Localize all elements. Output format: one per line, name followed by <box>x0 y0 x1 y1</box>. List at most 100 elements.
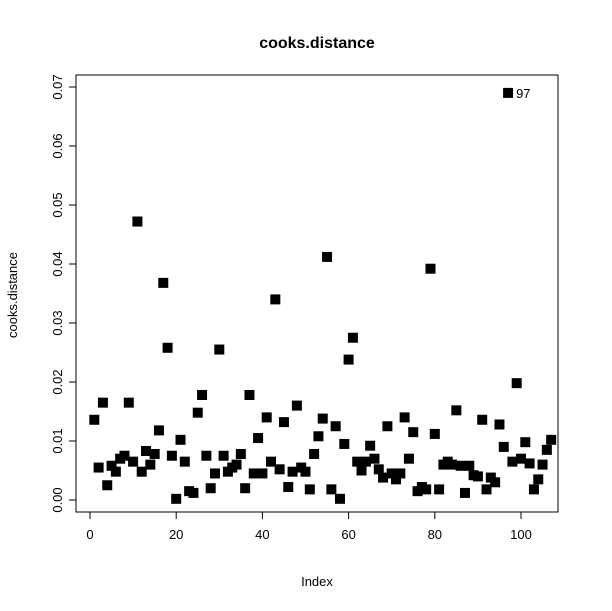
x-tick-label: 60 <box>341 527 355 542</box>
y-tick-label: 0.01 <box>50 428 65 453</box>
data-point <box>356 465 367 476</box>
data-point <box>399 412 410 423</box>
x-tick-label: 0 <box>86 527 93 542</box>
data-point <box>153 425 164 436</box>
data-point <box>179 456 190 467</box>
data-point <box>266 456 277 467</box>
data-point <box>166 450 177 461</box>
data-point <box>421 484 432 495</box>
data-point <box>97 397 108 408</box>
data-point <box>123 397 134 408</box>
data-point <box>149 448 160 459</box>
data-point <box>102 480 113 491</box>
data-point <box>382 421 393 432</box>
data-point <box>507 456 518 467</box>
data-point <box>373 464 384 475</box>
data-point <box>257 468 268 479</box>
data-point <box>447 459 458 470</box>
data-point <box>434 484 445 495</box>
data-point <box>270 294 281 305</box>
data-point <box>274 464 285 475</box>
data-point <box>326 484 337 495</box>
data-point <box>477 414 488 425</box>
data-point <box>162 342 173 353</box>
data-point <box>455 460 466 471</box>
chart-title: cooks.distance <box>259 35 375 52</box>
data-point <box>343 354 354 365</box>
data-point <box>304 484 315 495</box>
data-point <box>171 493 182 504</box>
data-point <box>145 459 156 470</box>
data-point <box>240 483 251 494</box>
y-tick-label: 0.02 <box>50 369 65 394</box>
data-point <box>188 487 199 498</box>
x-tick-label: 80 <box>428 527 442 542</box>
data-point <box>516 453 526 464</box>
data-point <box>391 474 402 485</box>
data-point <box>378 472 389 483</box>
y-axis: 0.00 0.01 0.02 0.03 0.04 0.05 0.06 0.07 <box>50 74 77 513</box>
data-point <box>244 389 255 400</box>
y-tick-label: 0.06 <box>50 133 65 158</box>
data-point <box>110 466 121 477</box>
data-point <box>537 459 548 470</box>
data-point <box>330 421 341 432</box>
data-point <box>205 483 216 494</box>
data-point <box>524 458 535 469</box>
y-tick-label: 0.00 <box>50 487 65 512</box>
data-point <box>248 468 259 479</box>
data-point <box>408 427 419 438</box>
data-point <box>541 444 552 455</box>
data-point <box>490 477 501 488</box>
data-point <box>334 493 345 504</box>
data-point <box>132 216 143 227</box>
data-point <box>352 456 363 467</box>
data-point <box>287 466 298 477</box>
x-tick-label: 100 <box>510 527 532 542</box>
x-tick-label: 20 <box>169 527 183 542</box>
data-point <box>360 456 371 467</box>
y-tick-label: 0.05 <box>50 192 65 217</box>
x-axis: 0 20 40 60 80 100 <box>86 511 532 542</box>
data-point <box>472 471 483 482</box>
data-point <box>253 433 264 444</box>
point-annotation: 97 <box>516 86 530 101</box>
data-point <box>235 448 246 459</box>
data-point <box>503 87 514 98</box>
data-point <box>141 446 152 457</box>
data-point <box>464 460 475 471</box>
data-point <box>283 482 294 493</box>
data-point <box>395 468 406 479</box>
data-point <box>451 405 462 416</box>
data-point <box>300 466 311 477</box>
data-point <box>369 453 380 464</box>
data-point <box>175 434 186 445</box>
data-point <box>201 450 212 461</box>
data-point <box>231 459 242 470</box>
x-axis-label: Index <box>301 574 333 589</box>
annotations: 97 <box>516 86 530 101</box>
data-point <box>494 419 505 430</box>
y-tick-label: 0.03 <box>50 310 65 335</box>
data-point <box>317 413 328 424</box>
data-point <box>197 389 208 400</box>
data-point <box>481 484 492 495</box>
y-axis-label: cooks.distance <box>5 252 20 338</box>
data-point <box>403 453 414 464</box>
data-point <box>339 438 350 449</box>
data-point <box>218 450 229 461</box>
data-point <box>520 437 531 448</box>
data-point <box>158 277 169 288</box>
data-point <box>291 400 302 411</box>
data-point <box>322 251 333 262</box>
data-point <box>128 456 139 467</box>
data-point <box>261 412 272 423</box>
data-point <box>386 468 397 479</box>
x-tick-label: 40 <box>255 527 269 542</box>
data-point <box>365 440 376 451</box>
data-point <box>313 431 324 442</box>
data-point <box>347 332 358 343</box>
data-points <box>89 87 557 504</box>
data-point <box>278 417 289 428</box>
